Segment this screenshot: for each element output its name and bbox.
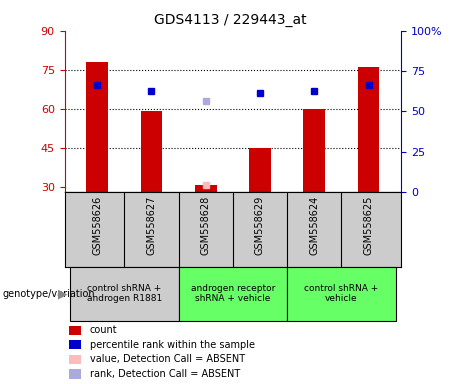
Text: count: count bbox=[90, 325, 118, 335]
Text: control shRNA +
androgen R1881: control shRNA + androgen R1881 bbox=[87, 284, 162, 303]
Bar bbox=[141, 111, 162, 192]
FancyBboxPatch shape bbox=[178, 267, 287, 321]
Text: percentile rank within the sample: percentile rank within the sample bbox=[90, 340, 255, 350]
Bar bbox=[86, 62, 108, 192]
Bar bbox=[303, 109, 325, 192]
Text: genotype/variation: genotype/variation bbox=[2, 289, 95, 299]
Text: ▶: ▶ bbox=[58, 287, 67, 300]
FancyBboxPatch shape bbox=[70, 267, 178, 321]
Bar bbox=[358, 67, 379, 192]
Text: GSM558624: GSM558624 bbox=[309, 196, 319, 255]
Text: rank, Detection Call = ABSENT: rank, Detection Call = ABSENT bbox=[90, 369, 240, 379]
Bar bbox=[195, 185, 217, 192]
Text: GSM558627: GSM558627 bbox=[147, 196, 156, 255]
Text: GSM558625: GSM558625 bbox=[364, 196, 373, 255]
FancyBboxPatch shape bbox=[287, 267, 396, 321]
Text: control shRNA +
vehicle: control shRNA + vehicle bbox=[304, 284, 378, 303]
Text: androgen receptor
shRNA + vehicle: androgen receptor shRNA + vehicle bbox=[190, 284, 275, 303]
Bar bbox=[249, 148, 271, 192]
Text: GDS4113 / 229443_at: GDS4113 / 229443_at bbox=[154, 13, 307, 27]
Text: GSM558629: GSM558629 bbox=[255, 196, 265, 255]
Text: GSM558628: GSM558628 bbox=[201, 196, 211, 255]
Text: GSM558626: GSM558626 bbox=[92, 196, 102, 255]
Text: value, Detection Call = ABSENT: value, Detection Call = ABSENT bbox=[90, 354, 245, 364]
